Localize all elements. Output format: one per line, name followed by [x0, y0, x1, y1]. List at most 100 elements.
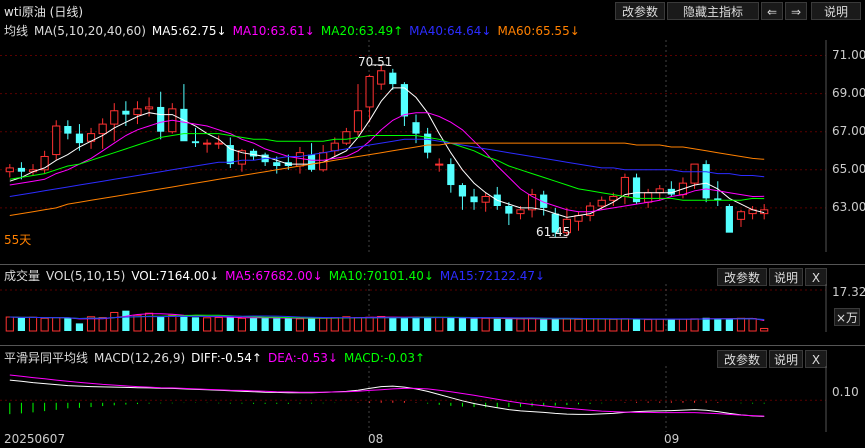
candle-body-up: [342, 131, 351, 144]
candle-body-down: [389, 72, 397, 85]
candle-body-up: [144, 106, 154, 110]
volume-bar-up: [353, 317, 363, 332]
scroll-left-button[interactable]: ⇐: [761, 2, 783, 20]
candle-body-up: [237, 150, 247, 165]
candle-body-up: [481, 195, 490, 203]
top-toolbar: wti原油 (日线) 改参数 隐藏主指标 ⇐ ⇒ 说明: [0, 0, 865, 22]
volume-bar-up: [516, 318, 525, 332]
price-tick-label: 63.00: [832, 199, 865, 214]
candle-body-up: [516, 209, 525, 215]
volume-bar-up: [86, 316, 96, 332]
volume-bar-up: [736, 317, 746, 332]
volume-bar-up: [597, 318, 606, 332]
volume-bar-down: [667, 319, 675, 331]
edit-params-button[interactable]: 改参数: [615, 2, 665, 20]
volume-bar-down: [424, 317, 432, 331]
volume-bar-up: [748, 318, 757, 332]
price-tick-label: 71.00: [832, 47, 865, 62]
candle-body-down: [157, 106, 165, 132]
candle-body-up: [133, 108, 142, 116]
volume-bar-down: [412, 317, 420, 331]
candle-body-up: [98, 123, 107, 135]
volume-ma-line-15: [9, 315, 765, 320]
volume-bar-up: [609, 318, 618, 332]
candle-body-up: [435, 163, 444, 166]
volume-bar-down: [400, 317, 409, 331]
volume-bar-up: [574, 318, 583, 332]
help-button[interactable]: 说明: [811, 2, 861, 20]
candle-body-up: [527, 194, 537, 211]
ma-legend: 均线 MA(5,10,20,40,60) MA5:62.75↓ MA10:63.61↓…: [4, 22, 586, 39]
candle-body-down: [412, 122, 420, 134]
volume-bar-down: [725, 318, 733, 331]
volume-bar-down: [284, 318, 292, 331]
volume-bar-down: [540, 319, 548, 331]
volume-close-button[interactable]: X: [805, 268, 827, 286]
volume-unit-button[interactable]: ×万: [834, 308, 860, 326]
candle-body-up: [609, 195, 618, 201]
candle-body-down: [180, 108, 188, 142]
volume-bar-up: [365, 316, 374, 332]
volume-edit-params-button[interactable]: 改参数: [717, 268, 767, 286]
volume-bar-down: [157, 316, 165, 331]
volume-bar-up: [203, 317, 212, 332]
panel-divider: [0, 345, 865, 346]
macd-label: 平滑异同平均线: [4, 351, 89, 365]
volume-bar-up: [644, 319, 653, 332]
volume-bar-up: [562, 318, 571, 332]
candle-body-down: [551, 213, 559, 233]
hide-main-indicator-button[interactable]: 隐藏主指标: [667, 2, 759, 20]
candle-body-down: [424, 133, 432, 153]
volume-bar-up: [237, 317, 247, 332]
volume-bar-down: [191, 317, 200, 331]
volume-bar-down: [261, 318, 269, 331]
volume-bar-up: [144, 312, 154, 332]
candle-body-down: [470, 196, 478, 203]
macd-close-button[interactable]: X: [805, 350, 827, 368]
macd-dea-line: [9, 374, 765, 417]
volume-bar-up: [133, 314, 142, 332]
candle-body-up: [620, 176, 630, 197]
volume-chart: [0, 284, 827, 332]
ma60-value: MA60:65.55↓: [497, 24, 580, 38]
x-axis-label-sep: 09: [664, 432, 680, 446]
vol-value: VOL:7164.00↓: [131, 269, 220, 283]
candle-body-up: [365, 75, 374, 108]
price-tick-label: 67.00: [832, 123, 865, 138]
price-tick-label: 65.00: [832, 161, 865, 176]
candle-body-down: [64, 126, 72, 134]
volume-bar-up: [40, 317, 49, 332]
ma-label: 均线: [4, 24, 29, 38]
candle-body-up: [52, 125, 61, 156]
scroll-right-button[interactable]: ⇒: [785, 2, 807, 20]
macd-help-button[interactable]: 说明: [769, 350, 803, 368]
ma-line-ma5: [9, 87, 765, 218]
dea-value: DEA:-0.53↓: [267, 351, 338, 365]
panel-divider: [0, 264, 865, 265]
volume-bar-down: [75, 323, 84, 331]
macd-edit-params-button[interactable]: 改参数: [717, 350, 767, 368]
candle-body-down: [505, 206, 513, 214]
candle-body-up: [655, 188, 664, 194]
volume-bar-up: [435, 317, 444, 332]
price-tick-label: 69.00: [832, 85, 865, 100]
volume-bar-up: [28, 316, 38, 332]
macd-diff-line: [9, 379, 765, 417]
candle-body-down: [122, 110, 130, 115]
candlestick-chart: [0, 40, 827, 252]
macd-chart: [0, 366, 827, 432]
candle-body-down: [458, 185, 467, 197]
candle-body-up: [110, 110, 119, 125]
ma-params: MA(5,10,20,40,60): [34, 24, 146, 38]
volume-bar-up: [760, 327, 769, 332]
volume-bar-down: [551, 318, 559, 331]
ma20-value: MA20:63.49↑: [320, 24, 404, 38]
ma10-value: MA10:63.61↓: [232, 24, 315, 38]
volume-axis-tick: 17.32: [832, 285, 865, 299]
volume-bar-down: [17, 317, 26, 331]
volume-help-button[interactable]: 说明: [769, 268, 803, 286]
candle-body-down: [632, 177, 641, 203]
volume-bar-up: [377, 316, 386, 332]
chart-title: wti原油 (日线): [4, 5, 84, 19]
candle-body-up: [214, 142, 223, 145]
